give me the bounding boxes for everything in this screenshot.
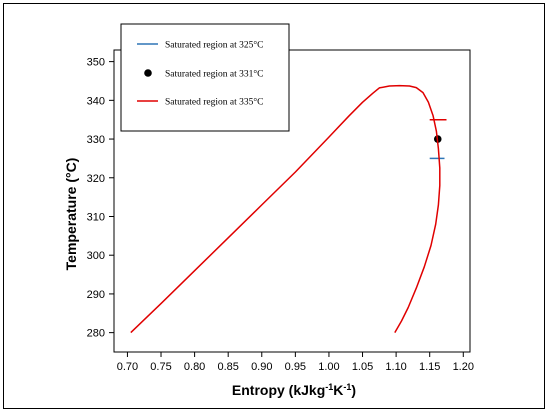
- ticks-group: 0.70 0.75 0.80 0.85 0.90 0.95 1.00 1.05 1.10 1.15…: [87, 57, 474, 373]
- legend-swatch-331: [144, 69, 152, 77]
- x-tick-label: 0.80: [184, 361, 205, 373]
- y-tick-label: 320: [87, 173, 105, 185]
- x-tick-label: 1.20: [453, 361, 474, 373]
- x-tick-label: 0.75: [150, 361, 171, 373]
- x-tick-label: 1.15: [419, 361, 440, 373]
- x-tick-label: 0.70: [117, 361, 138, 373]
- y-tick-label: 280: [87, 328, 105, 340]
- plot-area: [113, 49, 471, 353]
- y-axis-title: Temperature (°C): [63, 158, 79, 271]
- series-line-2: [130, 84, 441, 334]
- x-tick-label: 1.10: [385, 361, 406, 373]
- y-tick-label: 290: [87, 289, 105, 301]
- x-tick-label: 1.05: [352, 361, 373, 373]
- x-tick-label: 0.95: [285, 361, 306, 373]
- y-tick-label: 310: [87, 211, 105, 223]
- x-axis-title: Entropy (kJkg-1K-1): [232, 382, 356, 398]
- y-tick-label: 350: [87, 57, 105, 69]
- series-group: [130, 84, 447, 334]
- legend-label-335: Saturated region at 335°C: [165, 97, 264, 108]
- x-tick-label: 1.00: [318, 361, 339, 373]
- legend-box: [120, 23, 290, 132]
- legend-label-331: Saturated region at 331°C: [165, 69, 264, 80]
- y-tick-label: 330: [87, 134, 105, 146]
- y-tick-label: 300: [87, 250, 105, 262]
- y-tick-label: 340: [87, 95, 105, 107]
- x-tick-label: 0.85: [217, 361, 238, 373]
- x-tick-label: 0.90: [251, 361, 272, 373]
- legend-label-325: Saturated region at 325°C: [165, 40, 264, 51]
- legend: Saturated region at 325°C Saturated regi…: [120, 23, 290, 132]
